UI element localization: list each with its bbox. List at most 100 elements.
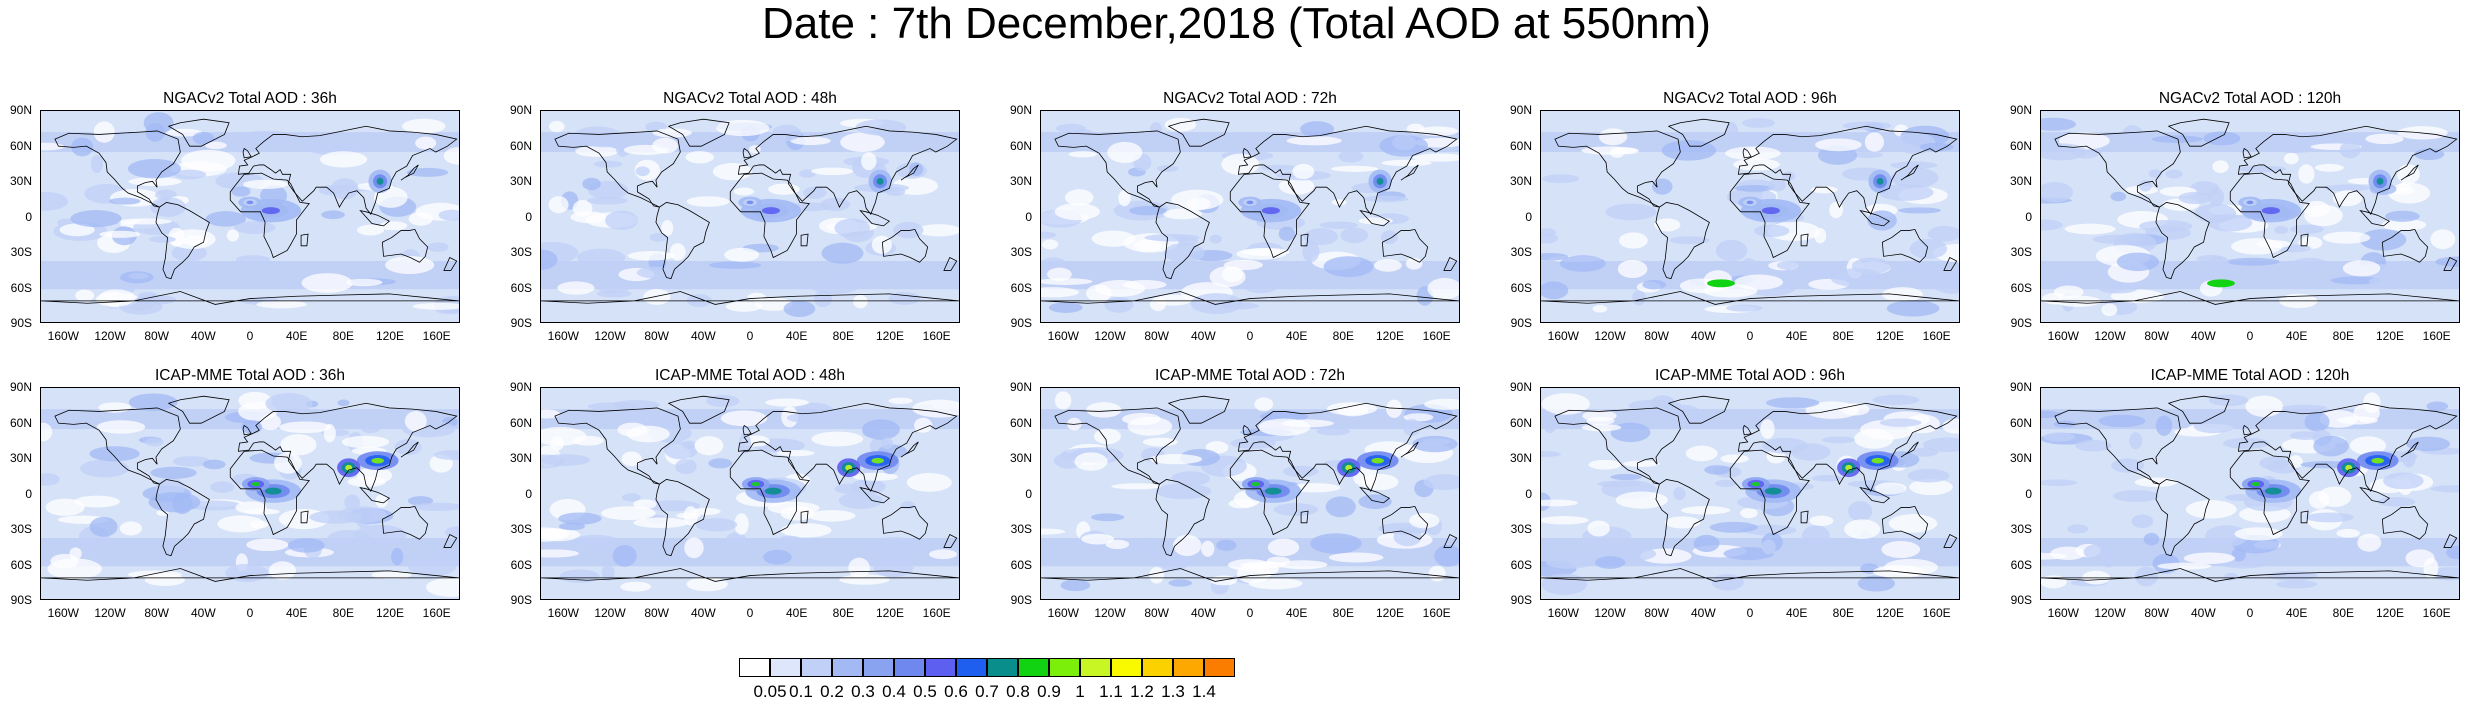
coastline — [859, 487, 891, 504]
coastline — [554, 130, 681, 208]
aod-blob — [725, 301, 763, 312]
lon-tick-label: 80W — [644, 329, 669, 343]
aod-blob — [1354, 133, 1377, 150]
aod-blob — [2223, 572, 2239, 581]
aod-blob — [90, 155, 104, 174]
aod-blob — [1760, 419, 1775, 439]
lon-tick-label: 40W — [2190, 606, 2216, 620]
aod-blob — [2223, 437, 2270, 449]
lat-tick-label: 0 — [525, 486, 532, 501]
aod-blob — [1228, 499, 1255, 509]
lat-tick-label: 90S — [2010, 593, 2032, 607]
coastline — [1400, 164, 1419, 181]
aod-blob — [93, 121, 115, 143]
lat-tick-label: 90S — [510, 593, 532, 607]
aod-blob — [780, 523, 832, 538]
aod-blob — [2143, 532, 2160, 546]
colorbar-tick-label: 1 — [1075, 682, 1085, 701]
panel-title: ICAP-MME Total AOD : 120h — [2150, 367, 2350, 384]
lon-tick-label: 40E — [785, 606, 808, 620]
aod-blob — [2381, 218, 2427, 231]
coastline — [1167, 118, 1230, 147]
aod-blob — [2129, 432, 2143, 450]
lat-tick-label: 90N — [509, 380, 532, 394]
aod-blob — [89, 446, 140, 462]
aod-blob — [1711, 573, 1745, 591]
colorbar-swatch — [739, 658, 770, 677]
coastline — [729, 449, 810, 536]
lat-tick-label: 30S — [1510, 245, 1532, 259]
aod-blob — [653, 413, 707, 423]
aod-blob — [1428, 565, 1446, 582]
coastline — [667, 118, 730, 147]
aod-blob — [1379, 134, 1429, 157]
aod-blob — [202, 459, 226, 470]
lon-tick-label: 120E — [375, 606, 405, 620]
aod-blob — [246, 538, 289, 552]
aod-blob — [803, 186, 827, 199]
lat-tick-label: 0 — [2025, 209, 2032, 224]
aod-blob — [855, 119, 907, 136]
aod-blob — [888, 291, 921, 305]
aod-blob — [1909, 238, 1948, 259]
aod-blob — [1163, 242, 1205, 263]
aod-blob — [1841, 403, 1870, 416]
colorbar-tick-label: 0.8 — [1006, 682, 1030, 701]
coastline — [381, 505, 429, 540]
aod-blob — [59, 223, 95, 237]
coastline — [1800, 233, 1809, 247]
aod-blob — [1890, 167, 1939, 188]
aod-blob — [1406, 123, 1425, 134]
lon-tick-label: 160E — [1922, 606, 1951, 620]
aod-blob — [559, 569, 600, 584]
aod-field — [41, 388, 459, 599]
lon-tick-label: 40E — [285, 329, 308, 343]
aod-hotspot — [261, 207, 280, 215]
aod-blob — [1618, 232, 1648, 249]
aod-blob — [404, 410, 427, 432]
aod-blob — [2402, 539, 2456, 548]
aod-blob — [1898, 207, 1942, 214]
coastline — [2400, 164, 2419, 181]
aod-blob — [1254, 397, 1274, 412]
lat-tick-label: 60S — [1010, 557, 1032, 572]
aod-blob — [1598, 128, 1628, 146]
coastline — [900, 164, 919, 181]
lon-tick-label: 80W — [2144, 606, 2169, 620]
aod-blob — [265, 393, 313, 415]
aod-blob — [582, 134, 627, 148]
aod-hotspot — [1345, 464, 1353, 471]
aod-blob — [256, 300, 307, 309]
aod-blob — [1157, 550, 1190, 572]
aod-hotspot — [751, 482, 760, 487]
aod-blob — [371, 570, 412, 579]
aod-blob — [1111, 483, 1162, 490]
lat-tick-label: 30N — [2009, 451, 2032, 465]
coastline — [943, 256, 958, 271]
aod-blob — [572, 435, 604, 446]
aod-blob — [570, 211, 607, 224]
aod-blob — [1931, 272, 1959, 294]
aod-hotspot — [1261, 207, 1280, 215]
aod-blob — [2290, 224, 2324, 234]
lon-tick-label: 160W — [1547, 606, 1579, 620]
aod-hotspot — [1251, 482, 1260, 487]
aod-blob — [1155, 483, 1212, 500]
aod-hotspot — [1764, 487, 1782, 495]
lon-tick-label: 160E — [1422, 329, 1451, 343]
coastline — [1729, 449, 1810, 536]
aod-blob — [149, 235, 176, 243]
aod-blob — [2101, 303, 2118, 317]
lon-tick-label: 40W — [1190, 329, 1216, 343]
lat-tick-label: 60N — [1509, 415, 1532, 430]
aod-blob — [1844, 519, 1881, 540]
lat-tick-label: 60N — [1509, 138, 1532, 153]
lon-tick-label: 120E — [875, 329, 905, 343]
aod-blob — [871, 235, 892, 254]
aod-blob — [1867, 210, 1897, 231]
aod-blob — [353, 524, 407, 546]
lat-tick-label: 90N — [509, 103, 532, 117]
aod-blob — [408, 212, 433, 226]
lat-tick-label: 60S — [10, 557, 32, 572]
lon-tick-label: 40W — [1190, 606, 1216, 620]
